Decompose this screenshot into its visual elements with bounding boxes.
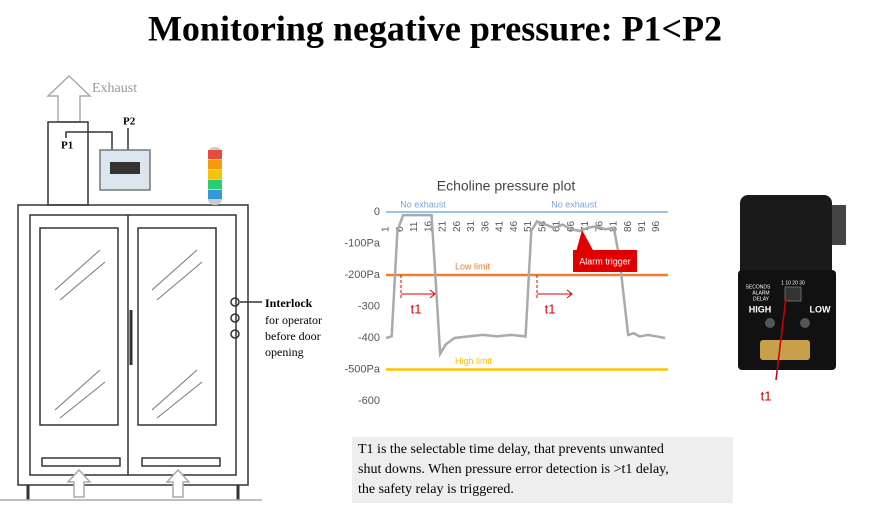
caption-line: the safety relay is triggered. bbox=[358, 482, 514, 497]
cabinet bbox=[0, 74, 262, 501]
reference-label: Low limit bbox=[455, 261, 491, 271]
legs bbox=[26, 485, 240, 500]
device: SECONDS ALARM DELAY 1 10 20 30 HIGH LOW … bbox=[738, 195, 846, 403]
x-tick-label: 41 bbox=[495, 220, 506, 232]
low-label: LOW bbox=[810, 304, 831, 314]
chimney bbox=[47, 121, 89, 206]
light-orange bbox=[208, 160, 222, 169]
cabinet-frame bbox=[29, 214, 237, 476]
chart-title: Echoline pressure plot bbox=[437, 178, 576, 194]
slide-title: Monitoring negative pressure: P1<P2 bbox=[148, 8, 722, 48]
device-label: ALARM bbox=[752, 290, 769, 296]
x-tick-label: 26 bbox=[452, 220, 463, 232]
x-tick-label: 66 bbox=[566, 220, 577, 232]
button bbox=[230, 313, 240, 323]
x-tick-label: 1 bbox=[381, 226, 392, 232]
interlock-note: for operator bbox=[265, 313, 322, 327]
interlock-label: Interlock bbox=[265, 296, 313, 310]
y-tick-label: -100Pa bbox=[345, 237, 381, 249]
glass-glare bbox=[54, 249, 203, 419]
grill bbox=[141, 457, 221, 467]
grill bbox=[41, 457, 121, 467]
pressure-chart: Echoline pressure plot 0 -100Pa -200Pa -300… bbox=[345, 178, 668, 407]
p2-label: P2 bbox=[123, 116, 136, 128]
light-blue bbox=[208, 190, 222, 199]
button bbox=[230, 329, 240, 339]
exhaust-label: Exhaust bbox=[92, 81, 137, 96]
left-door bbox=[39, 227, 119, 426]
annotation: No exhaust bbox=[551, 199, 597, 209]
caption-line: T1 is the selectable time delay, that pr… bbox=[358, 442, 664, 457]
knob bbox=[800, 318, 810, 328]
pressure-line bbox=[385, 213, 666, 358]
annotation: Alarm trigger bbox=[579, 256, 631, 266]
exhaust-arrow bbox=[46, 74, 92, 123]
alarm-box bbox=[573, 250, 637, 272]
light-yellow bbox=[208, 170, 222, 179]
cabinet-body bbox=[17, 204, 249, 486]
reference-label: High limit bbox=[455, 356, 493, 366]
knob bbox=[765, 318, 775, 328]
device-bracket bbox=[828, 205, 846, 245]
y-tick-label: -200Pa bbox=[345, 269, 381, 281]
x-tick-label: 91 bbox=[637, 220, 648, 232]
right-door bbox=[137, 227, 217, 426]
t1-label: t1 bbox=[761, 388, 772, 403]
x-tick-label: 6 bbox=[395, 226, 406, 232]
x-tick-label: 56 bbox=[537, 220, 548, 232]
x-tick-label: 36 bbox=[480, 220, 491, 232]
annotation: No exhaust bbox=[400, 199, 446, 209]
x-tick-label: 16 bbox=[423, 220, 434, 232]
inflow-arrow bbox=[165, 468, 191, 498]
x-tick-label: 71 bbox=[580, 220, 591, 232]
annotation: t1 bbox=[545, 301, 556, 316]
y-tick-label: 0 bbox=[374, 206, 380, 218]
t1-arrowhead bbox=[566, 289, 573, 299]
y-tick-label: -300 bbox=[358, 300, 380, 312]
high-label: HIGH bbox=[749, 304, 772, 314]
t1-pointer bbox=[775, 296, 787, 381]
y-tick-label: -400 bbox=[358, 332, 380, 344]
t1-arrowhead bbox=[429, 289, 436, 299]
light-red bbox=[208, 150, 222, 159]
x-tick-label: 46 bbox=[509, 220, 520, 232]
button bbox=[230, 297, 240, 307]
connector bbox=[760, 340, 810, 360]
inflow-arrow bbox=[66, 468, 92, 498]
p1-label: P1 bbox=[61, 140, 73, 152]
x-tick-label: 11 bbox=[409, 221, 420, 232]
caption-box bbox=[352, 437, 733, 503]
x-tick-label: 51 bbox=[523, 220, 534, 232]
caption-line: shut downs. When pressure error detectio… bbox=[358, 462, 669, 477]
x-tick-label: 86 bbox=[623, 220, 634, 232]
gauge-display bbox=[110, 162, 140, 174]
x-tick-label: 31 bbox=[466, 220, 477, 232]
switch bbox=[784, 286, 802, 302]
p1-line bbox=[65, 131, 113, 150]
x-tick-label: 21 bbox=[438, 220, 449, 232]
device-label: SECONDS bbox=[746, 284, 771, 290]
alarm-pointer bbox=[576, 230, 594, 252]
interlock-note: before door bbox=[265, 329, 321, 343]
interlock-note: opening bbox=[265, 345, 304, 359]
annotation: t1 bbox=[411, 301, 422, 316]
device-label: DELAY bbox=[753, 296, 770, 302]
light-green bbox=[208, 180, 222, 189]
switch-label: 1 10 20 30 bbox=[781, 280, 805, 286]
x-tick-label: 81 bbox=[609, 220, 620, 232]
x-tick-label: 96 bbox=[651, 220, 662, 232]
y-tick-label: -600 bbox=[358, 395, 380, 407]
y-tick-label: -500Pa bbox=[345, 363, 381, 375]
